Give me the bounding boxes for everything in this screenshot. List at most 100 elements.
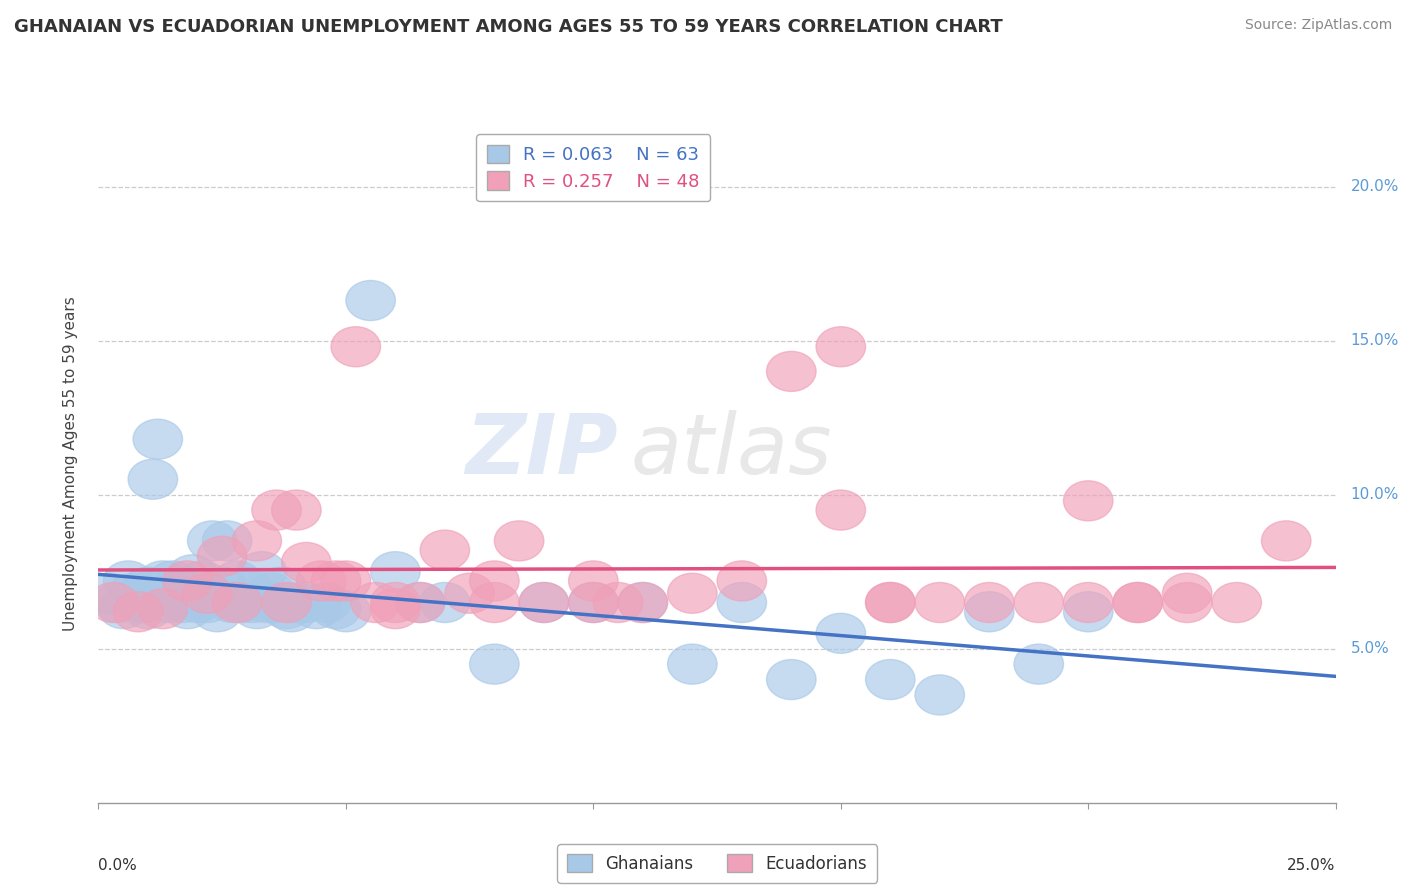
- Ellipse shape: [262, 582, 311, 623]
- Text: 0.0%: 0.0%: [98, 858, 138, 873]
- Ellipse shape: [815, 490, 866, 530]
- Ellipse shape: [128, 459, 177, 500]
- Ellipse shape: [346, 280, 395, 320]
- Ellipse shape: [257, 567, 307, 607]
- Ellipse shape: [267, 591, 316, 632]
- Ellipse shape: [1063, 481, 1114, 521]
- Ellipse shape: [252, 582, 301, 623]
- Ellipse shape: [297, 561, 346, 601]
- Ellipse shape: [217, 582, 267, 623]
- Ellipse shape: [619, 582, 668, 623]
- Ellipse shape: [470, 561, 519, 601]
- Ellipse shape: [395, 582, 444, 623]
- Text: Source: ZipAtlas.com: Source: ZipAtlas.com: [1244, 18, 1392, 32]
- Text: 25.0%: 25.0%: [1288, 858, 1336, 873]
- Ellipse shape: [371, 551, 420, 591]
- Ellipse shape: [108, 574, 157, 614]
- Ellipse shape: [371, 582, 420, 623]
- Text: ZIP: ZIP: [465, 409, 619, 491]
- Text: 5.0%: 5.0%: [1351, 641, 1389, 657]
- Ellipse shape: [371, 589, 420, 629]
- Ellipse shape: [352, 582, 401, 623]
- Ellipse shape: [519, 582, 568, 623]
- Ellipse shape: [232, 521, 281, 561]
- Ellipse shape: [114, 580, 163, 619]
- Ellipse shape: [138, 561, 187, 601]
- Ellipse shape: [1063, 591, 1114, 632]
- Ellipse shape: [866, 659, 915, 699]
- Ellipse shape: [177, 561, 228, 601]
- Ellipse shape: [134, 419, 183, 459]
- Ellipse shape: [1163, 574, 1212, 614]
- Ellipse shape: [815, 326, 866, 367]
- Ellipse shape: [197, 536, 247, 576]
- Ellipse shape: [163, 561, 212, 601]
- Ellipse shape: [1212, 582, 1261, 623]
- Ellipse shape: [238, 551, 287, 591]
- Ellipse shape: [271, 582, 321, 623]
- Legend: Ghanaians, Ecuadorians: Ghanaians, Ecuadorians: [557, 845, 877, 882]
- Ellipse shape: [915, 675, 965, 715]
- Ellipse shape: [321, 591, 371, 632]
- Ellipse shape: [83, 574, 134, 614]
- Ellipse shape: [593, 582, 643, 623]
- Ellipse shape: [1114, 582, 1163, 623]
- Ellipse shape: [118, 582, 167, 623]
- Ellipse shape: [232, 589, 281, 629]
- Text: 15.0%: 15.0%: [1351, 333, 1399, 348]
- Ellipse shape: [212, 561, 262, 601]
- Ellipse shape: [866, 582, 915, 623]
- Text: atlas: atlas: [630, 409, 832, 491]
- Ellipse shape: [1014, 582, 1063, 623]
- Ellipse shape: [222, 567, 271, 607]
- Ellipse shape: [291, 589, 340, 629]
- Ellipse shape: [519, 582, 568, 623]
- Text: GHANAIAN VS ECUADORIAN UNEMPLOYMENT AMONG AGES 55 TO 59 YEARS CORRELATION CHART: GHANAIAN VS ECUADORIAN UNEMPLOYMENT AMON…: [14, 18, 1002, 36]
- Ellipse shape: [173, 582, 222, 623]
- Ellipse shape: [1261, 521, 1310, 561]
- Ellipse shape: [93, 582, 143, 623]
- Ellipse shape: [124, 567, 173, 607]
- Ellipse shape: [114, 591, 163, 632]
- Ellipse shape: [668, 574, 717, 614]
- Ellipse shape: [271, 490, 321, 530]
- Ellipse shape: [965, 591, 1014, 632]
- Ellipse shape: [148, 561, 197, 601]
- Ellipse shape: [281, 542, 330, 582]
- Ellipse shape: [395, 582, 444, 623]
- Ellipse shape: [668, 644, 717, 684]
- Ellipse shape: [420, 530, 470, 570]
- Ellipse shape: [262, 589, 311, 629]
- Ellipse shape: [470, 644, 519, 684]
- Ellipse shape: [207, 582, 257, 623]
- Ellipse shape: [247, 574, 297, 614]
- Ellipse shape: [228, 582, 277, 623]
- Ellipse shape: [89, 582, 138, 623]
- Ellipse shape: [311, 561, 361, 601]
- Ellipse shape: [124, 589, 173, 629]
- Ellipse shape: [444, 574, 495, 614]
- Ellipse shape: [866, 582, 915, 623]
- Ellipse shape: [965, 582, 1014, 623]
- Ellipse shape: [143, 582, 193, 623]
- Ellipse shape: [252, 490, 301, 530]
- Ellipse shape: [193, 591, 242, 632]
- Ellipse shape: [163, 589, 212, 629]
- Ellipse shape: [167, 555, 217, 595]
- Ellipse shape: [138, 589, 187, 629]
- Text: 10.0%: 10.0%: [1351, 487, 1399, 502]
- Ellipse shape: [568, 582, 619, 623]
- Ellipse shape: [766, 659, 815, 699]
- Ellipse shape: [197, 567, 247, 607]
- Ellipse shape: [1014, 644, 1063, 684]
- Ellipse shape: [717, 582, 766, 623]
- Ellipse shape: [212, 582, 262, 623]
- Ellipse shape: [619, 582, 668, 623]
- Ellipse shape: [470, 582, 519, 623]
- Ellipse shape: [242, 582, 291, 623]
- Ellipse shape: [281, 582, 330, 623]
- Ellipse shape: [98, 589, 148, 629]
- Ellipse shape: [148, 574, 197, 614]
- Ellipse shape: [153, 567, 202, 607]
- Ellipse shape: [568, 582, 619, 623]
